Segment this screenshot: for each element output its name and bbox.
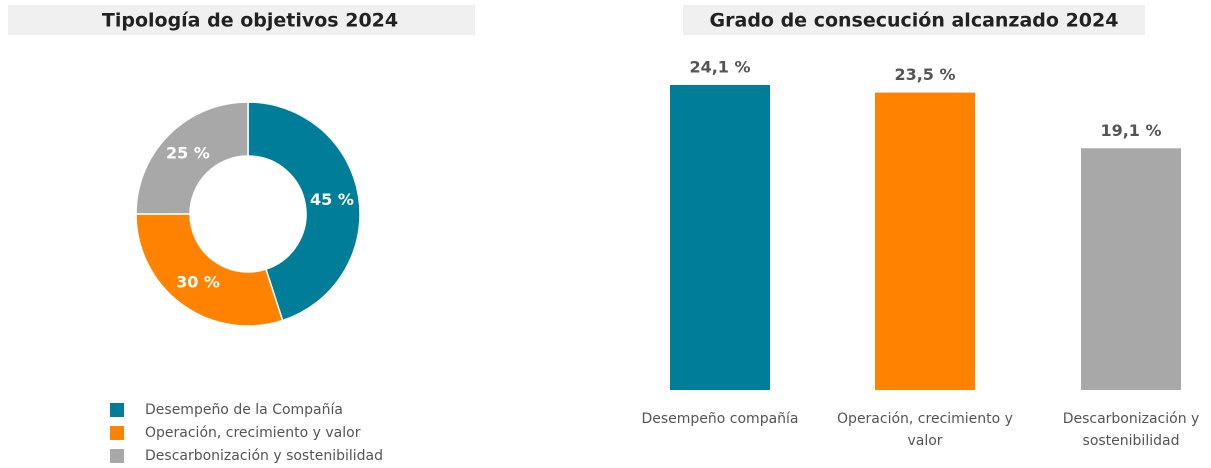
bar <box>1081 148 1181 390</box>
chart-title: Tipología de objetivos 2024 <box>102 10 398 32</box>
data-label: 24,1 % <box>689 58 750 77</box>
bar <box>670 85 770 390</box>
legend-label: Desempeño de la Compañía <box>145 402 343 418</box>
legend-label: Operación, crecimiento y valor <box>145 425 361 441</box>
donut-slice <box>135 101 249 215</box>
data-label: 30 % <box>176 272 220 291</box>
data-label: 25 % <box>166 143 210 162</box>
legend-label: Descarbonización y sostenibilidad <box>145 448 383 464</box>
x-tick-label: Desempeño compañía <box>641 411 799 427</box>
data-label: 45 % <box>310 190 354 209</box>
legend-swatch <box>110 426 124 440</box>
x-tick-label: Operación, crecimiento y valor <box>837 411 1013 449</box>
data-label: 19,1 % <box>1100 121 1161 140</box>
legend-swatch <box>110 449 124 463</box>
data-label: 23,5 % <box>894 65 955 84</box>
donut-slice <box>247 101 361 322</box>
donut-slice <box>135 213 284 327</box>
title-band <box>683 5 1145 35</box>
chart-title: Grado de consecución alcanzado 2024 <box>710 10 1119 32</box>
bar <box>875 92 975 391</box>
legend-swatch <box>110 403 124 417</box>
x-tick-label: Descarbonización y sostenibilidad <box>1062 411 1200 449</box>
title-band <box>8 5 475 35</box>
